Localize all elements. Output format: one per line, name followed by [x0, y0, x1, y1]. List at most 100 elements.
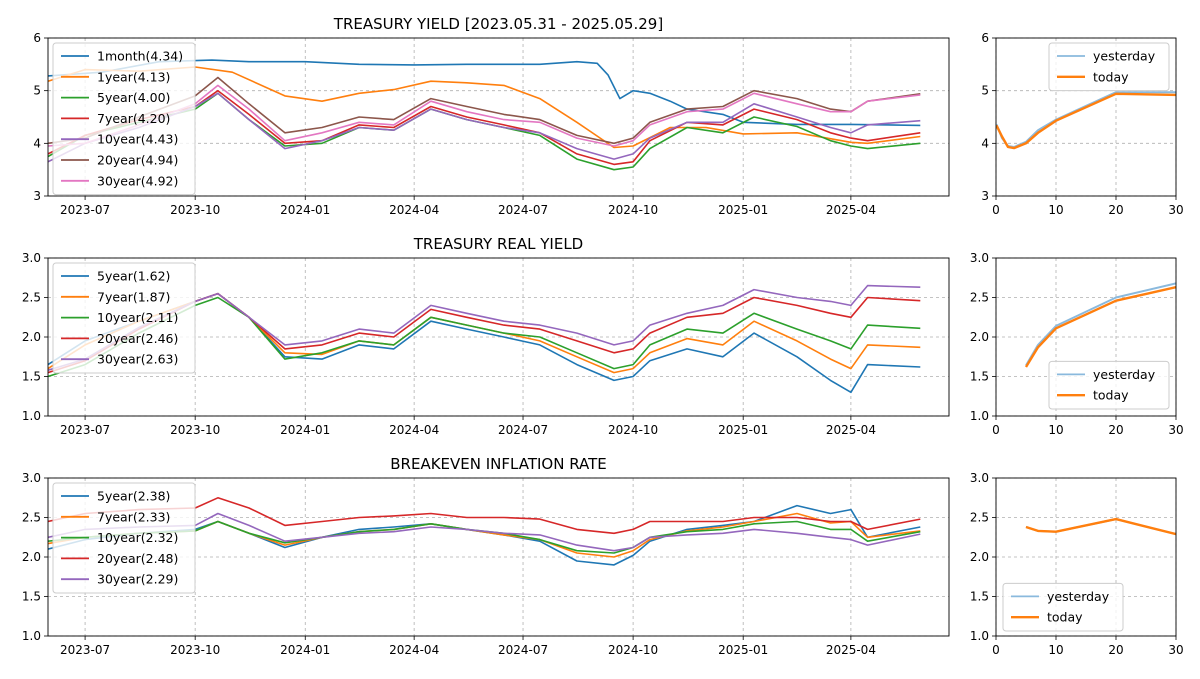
bei-ts-legend: 5year(2.38) 7year(2.33) 10year(2.32) 20year… — [52, 482, 196, 594]
real-ts-axes-frame — [47, 257, 950, 417]
real-curve-legend: yesterday today — [1048, 360, 1170, 410]
x-tick-label: 2024-10 — [608, 643, 658, 657]
x-tick-label: 2024-04 — [389, 643, 439, 657]
legend-entry: 30year(2.63) — [97, 352, 178, 367]
legend-entry: 30year(4.92) — [97, 173, 178, 188]
series-line-30year — [48, 512, 921, 552]
real-curve-axes-frame — [995, 257, 1177, 417]
legend-box — [1048, 360, 1170, 410]
series-line-1month — [48, 59, 921, 127]
series-line-10year — [48, 296, 921, 378]
real-ts-legend: 5year(1.62) 7year(1.87) 10year(2.11) 20year… — [52, 262, 196, 374]
legend-entry: today — [1093, 69, 1129, 84]
x-tick-label: 30 — [1168, 423, 1183, 437]
bei-ts-axes-frame — [47, 477, 950, 637]
yield-curve-series-group — [996, 91, 1176, 150]
y-tick-label: 1.5 — [22, 590, 41, 604]
y-tick-label: 1.0 — [22, 629, 41, 643]
legend-entry: yesterday — [1093, 367, 1156, 382]
yield-ts-axes-frame — [47, 37, 950, 197]
legend-entry: 7year(1.87) — [97, 289, 170, 304]
series-line-today — [996, 92, 1176, 150]
legend-entry: 5year(1.62) — [97, 269, 170, 284]
x-tick-label: 2023-10 — [170, 203, 220, 217]
bei-curve-panel: 0 10 20 30 1.0 1.5 2.0 2.5 3.0 yesterday today — [970, 471, 1184, 657]
legend-entry: 20year(4.94) — [97, 153, 178, 168]
bei-curve-series-group — [1025, 517, 1176, 536]
x-tick-label: 30 — [1168, 203, 1183, 217]
x-tick-label: 20 — [1108, 643, 1123, 657]
legend-entry: 10year(4.43) — [97, 132, 178, 147]
series-line-20year — [48, 497, 921, 535]
series-line-30year — [48, 284, 921, 371]
legend-entry: 10year(2.11) — [97, 310, 178, 325]
x-tick-label: 2024-01 — [280, 643, 330, 657]
yield-curve-panel: 0 10 20 30 3 4 5 6 yesterday today — [981, 31, 1183, 217]
y-tick-label: 2.5 — [22, 291, 41, 305]
legend-entry: 10year(2.32) — [97, 530, 178, 545]
y-tick-label: 1.0 — [970, 409, 989, 423]
y-tick-label: 2.0 — [970, 330, 989, 344]
legend-entry: 30year(2.29) — [97, 572, 178, 587]
series-line-10year — [48, 92, 921, 163]
bei-curve-axes-frame — [995, 477, 1177, 637]
y-tick-label: 3.0 — [22, 471, 41, 485]
x-tick-label: 10 — [1048, 423, 1063, 437]
chart-title: TREASURY REAL YIELD — [413, 235, 583, 253]
x-tick-label: 2025-04 — [826, 203, 876, 217]
y-tick-label: 1.5 — [970, 370, 989, 384]
legend-entry: 7year(4.20) — [97, 111, 170, 126]
y-tick-label: 3 — [981, 189, 989, 203]
y-tick-label: 6 — [33, 31, 41, 45]
legend-entry: yesterday — [1047, 589, 1110, 604]
series-line-today — [1024, 286, 1176, 368]
x-tick-label: 10 — [1048, 203, 1063, 217]
x-tick-label: 0 — [992, 423, 1000, 437]
legend-entry: 20year(2.48) — [97, 551, 178, 566]
x-tick-label: 2025-01 — [718, 423, 768, 437]
legend-box — [52, 42, 196, 196]
y-tick-label: 2.5 — [970, 511, 989, 525]
x-tick-label: 20 — [1108, 203, 1123, 217]
legend-box — [52, 262, 196, 374]
legend-box — [1048, 42, 1170, 92]
x-tick-label: 2025-01 — [718, 643, 768, 657]
x-tick-label: 2025-04 — [826, 423, 876, 437]
yield-ts-panel: 2023-07 2023-10 2024-01 2024-04 2024-07 2024-… — [33, 15, 950, 217]
y-tick-label: 5 — [981, 84, 989, 98]
legend-entry: 7year(2.33) — [97, 509, 170, 524]
real-curve-series-group — [1024, 282, 1176, 368]
real-curve-panel: 0 10 20 30 1.0 1.5 2.0 2.5 3.0 yesterday today — [970, 251, 1184, 437]
x-tick-label: 2024-04 — [389, 203, 439, 217]
x-tick-label: 2025-04 — [826, 643, 876, 657]
yield-curve-legend: yesterday today — [1048, 42, 1170, 92]
y-tick-label: 6 — [981, 31, 989, 45]
series-line-today — [1025, 517, 1176, 536]
y-tick-label: 4 — [33, 136, 41, 150]
legend-entry: today — [1047, 610, 1083, 625]
legend-box — [52, 482, 196, 594]
x-tick-label: 2024-10 — [608, 203, 658, 217]
x-tick-label: 0 — [992, 643, 1000, 657]
y-tick-label: 2.0 — [970, 550, 989, 564]
y-tick-label: 2.0 — [22, 330, 41, 344]
bei-ts-series-group — [48, 497, 921, 566]
series-line-10year — [48, 520, 921, 554]
y-tick-label: 5 — [33, 84, 41, 98]
series-line-7year — [48, 89, 921, 166]
yield-curve-axes-frame — [995, 37, 1177, 197]
x-tick-label: 2023-07 — [60, 423, 110, 437]
series-line-30year — [48, 84, 921, 147]
legend-entry: 1month(4.34) — [97, 49, 183, 64]
legend-entry: 5year(2.38) — [97, 489, 170, 504]
x-tick-label: 20 — [1108, 423, 1123, 437]
y-tick-label: 3.0 — [970, 251, 989, 265]
x-tick-label: 0 — [992, 203, 1000, 217]
y-tick-label: 3 — [33, 189, 41, 203]
y-tick-label: 3.0 — [22, 251, 41, 265]
x-tick-label: 2023-10 — [170, 423, 220, 437]
legend-entry: 5year(4.00) — [97, 90, 170, 105]
y-tick-label: 3.0 — [970, 471, 989, 485]
x-tick-label: 2024-01 — [280, 423, 330, 437]
